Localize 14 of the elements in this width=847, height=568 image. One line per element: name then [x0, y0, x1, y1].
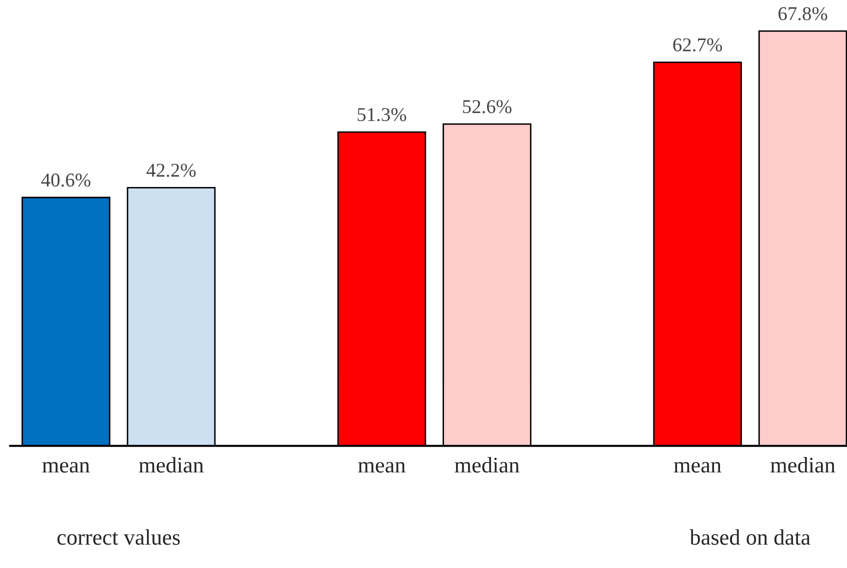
data-label: 42.2% — [146, 164, 196, 177]
x-tick-label: mean — [674, 462, 722, 473]
text: based on data — [690, 529, 810, 545]
data-label: 51.3% — [358, 108, 406, 122]
data-label: 52.6% — [463, 100, 512, 114]
data-label: 67.8% — [778, 7, 828, 20]
text: correct values — [57, 529, 180, 545]
x-tick-label: median — [454, 456, 520, 473]
data-label: 40.6% — [41, 173, 90, 187]
data-label: 62.7% — [673, 38, 722, 52]
x-tick-label: median — [138, 456, 204, 473]
x-tick-label: mean — [358, 462, 406, 473]
x-tick-label: mean — [42, 462, 90, 473]
x-tick-label: median — [770, 456, 836, 473]
